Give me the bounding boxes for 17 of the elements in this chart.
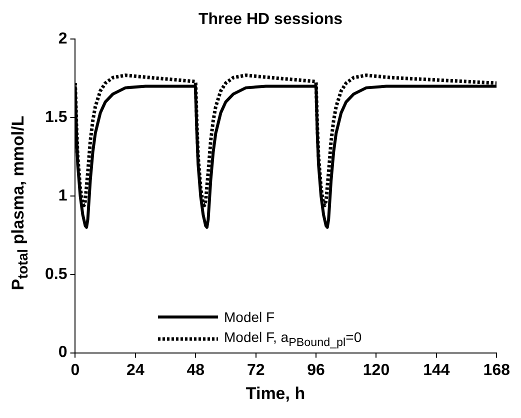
x-tick-label: 48 [186,362,205,379]
x-axis-title: Time, h [244,384,306,404]
y-tick-label: 1 [58,187,68,204]
y-tick-label: 1.5 [44,109,68,126]
x-tick-label: 72 [246,362,265,379]
legend-label: Model F [224,309,275,325]
y-tick-label: 2 [58,30,68,48]
chart-title: Three HD sessions [198,11,343,28]
x-tick-label: 96 [307,362,326,379]
y-tick-label: 0.5 [44,266,68,283]
legend-label: Model F, a$_{PBound_pl}$=0 [224,329,362,349]
x-tick-label: 144 [423,362,450,379]
y-tick-label: 0 [58,344,68,362]
x-tick-label: 168 [483,362,510,379]
x-tick-label: 24 [126,362,144,379]
x-tick-label: 120 [362,362,390,379]
x-tick-label: 0 [70,362,80,379]
